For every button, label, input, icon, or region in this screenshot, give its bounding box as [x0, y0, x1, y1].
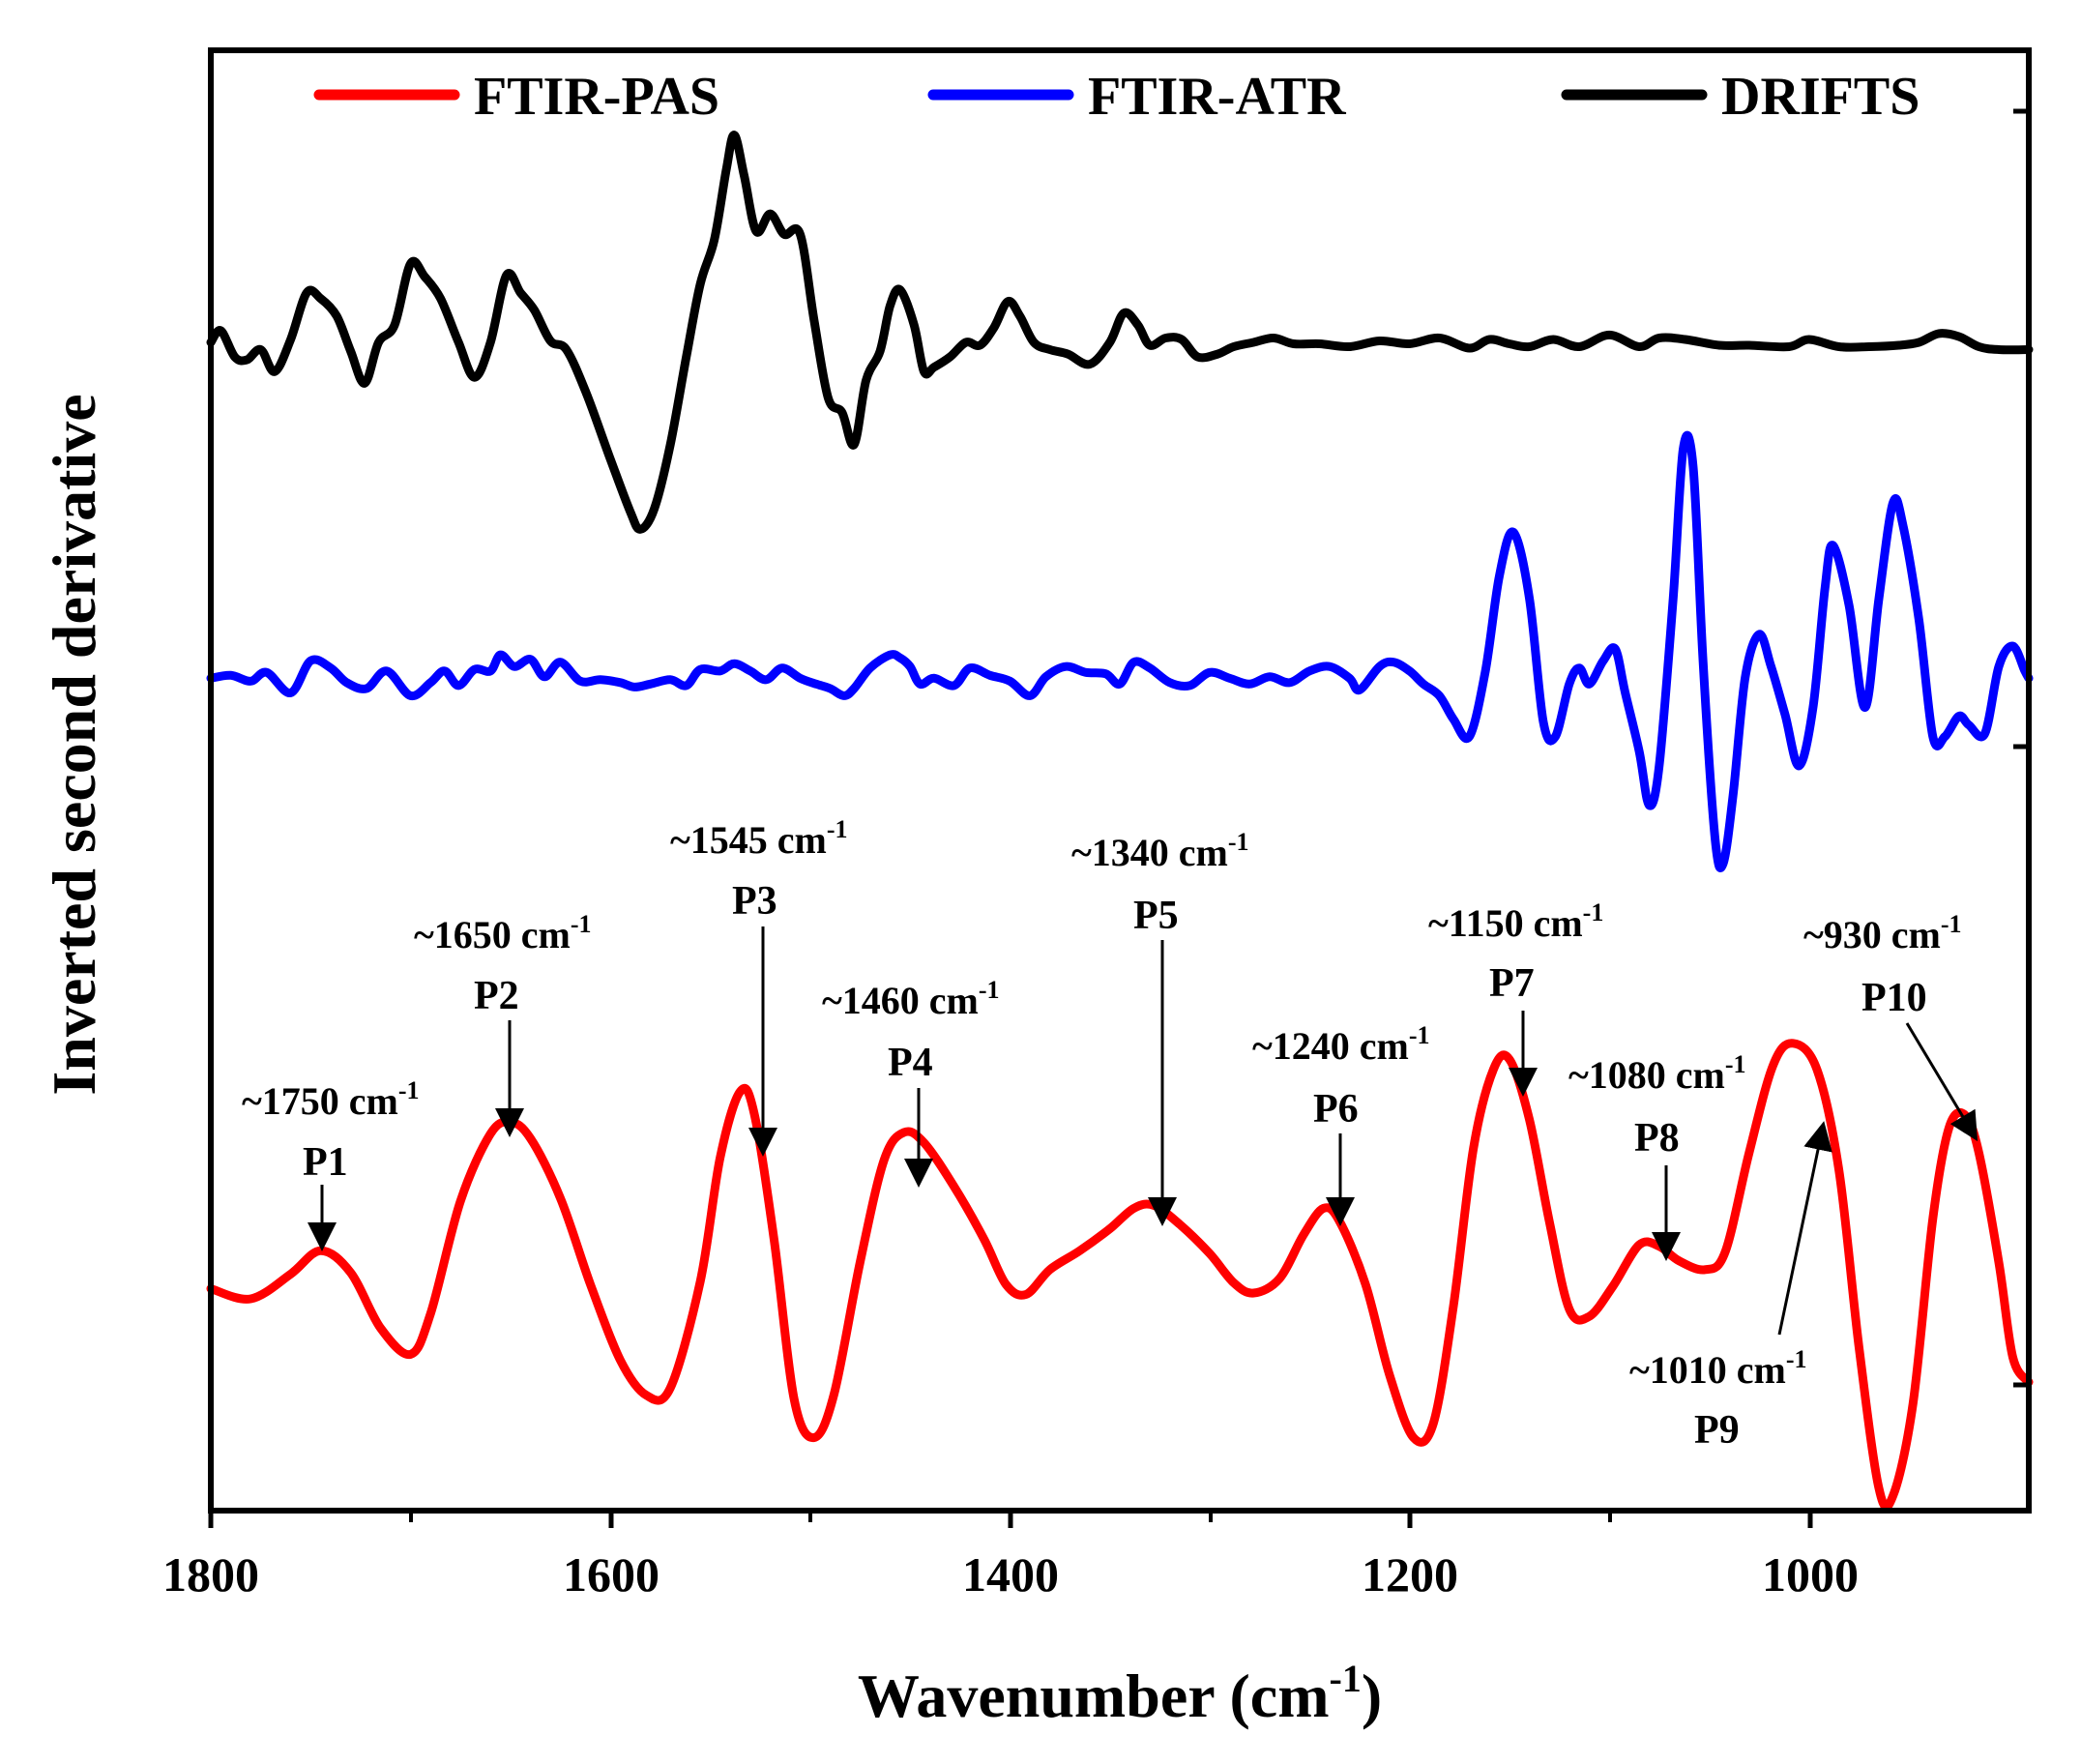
x-axis-title-close: ) [1362, 1661, 1382, 1730]
plot-series [206, 131, 2034, 1512]
annotation-p2-label: P2 [474, 974, 519, 1018]
legend: FTIR-PAS FTIR-ATR DRIFTS [313, 67, 1920, 127]
x-tick-label-1400: 1400 [962, 1547, 1059, 1602]
annotation-p4-wavenumber: ~1460 cm-1 [822, 976, 1000, 1022]
annotation-p9-arrow [1777, 1121, 1832, 1336]
annotation-p8: ~1080 cm-1 P8 [1568, 1050, 1746, 1261]
peak-annotations: ~1750 cm-1 P1 ~1650 cm-1 P2 ~1545 cm-1 P… [242, 815, 1978, 1453]
x-tick-label-1600: 1600 [563, 1547, 659, 1602]
x-axis-title-unit: (cm [1229, 1661, 1329, 1730]
annotation-p7-label: P7 [1489, 961, 1535, 1006]
annotation-p3-label: P3 [732, 879, 777, 924]
right-axis-ticks [2013, 108, 2029, 1388]
series-line-drifts [206, 131, 2034, 534]
annotation-p3-wavenumber: ~1545 cm-1 [670, 815, 848, 862]
annotation-p7-wavenumber: ~1150 cm-1 [1428, 898, 1603, 945]
annotation-p1-wavenumber: ~1750 cm-1 [242, 1076, 420, 1123]
annotation-p5: ~1340 cm-1 P5 [1071, 828, 1249, 1226]
annotation-p9-wavenumber: ~1010 cm-1 [1629, 1345, 1807, 1392]
annotation-p1: ~1750 cm-1 P1 [242, 1076, 420, 1251]
x-axis-title-main: Wavenumber [858, 1661, 1215, 1730]
x-axis-ticks [208, 1511, 1813, 1528]
x-axis-tick-labels: 1800 1600 1400 1200 1000 [162, 1547, 1859, 1602]
y-axis-title: Inverted second derivative [40, 394, 108, 1095]
annotation-p6-wavenumber: ~1240 cm-1 [1252, 1021, 1430, 1068]
annotation-p2-wavenumber: ~1650 cm-1 [414, 910, 592, 956]
annotation-p10-label: P10 [1861, 976, 1927, 1020]
legend-label-drifts: DRIFTS [1721, 67, 1920, 127]
x-axis-title-exp: -1 [1330, 1657, 1362, 1700]
x-tick-label-1800: 1800 [162, 1547, 259, 1602]
annotation-p4: ~1460 cm-1 P4 [822, 976, 1000, 1188]
annotation-p9: ~1010 cm-1 P9 [1629, 1121, 1832, 1453]
plot-frame [208, 47, 2032, 1514]
annotation-p4-label: P4 [888, 1041, 933, 1085]
x-axis-title: Wavenumber (cm-1) [858, 1657, 1382, 1730]
series-line-ftir-pas [206, 1039, 2034, 1512]
annotation-p8-wavenumber: ~1080 cm-1 [1568, 1050, 1746, 1097]
legend-entry-drifts: DRIFTS [1561, 67, 1920, 127]
annotation-p10: ~930 cm-1 P10 [1803, 910, 1978, 1142]
annotation-p3: ~1545 cm-1 P3 [670, 815, 848, 1157]
annotation-p5-label: P5 [1133, 894, 1179, 938]
annotation-p6-label: P6 [1313, 1087, 1359, 1132]
annotation-p2: ~1650 cm-1 P2 [414, 910, 592, 1137]
annotation-p8-label: P8 [1634, 1116, 1680, 1161]
annotation-p7: ~1150 cm-1 P7 [1428, 898, 1603, 1097]
annotation-p1-label: P1 [303, 1140, 348, 1185]
series-line-ftir-atr [206, 430, 2034, 872]
annotation-p6: ~1240 cm-1 P6 [1252, 1021, 1430, 1226]
x-tick-label-1000: 1000 [1762, 1547, 1859, 1602]
annotation-p10-arrow [1905, 1022, 1978, 1142]
legend-label-ftir-pas: FTIR-PAS [474, 67, 719, 127]
legend-entry-ftir-atr: FTIR-ATR [927, 67, 1346, 127]
legend-entry-ftir-pas: FTIR-PAS [313, 67, 719, 127]
legend-label-ftir-atr: FTIR-ATR [1088, 67, 1346, 127]
annotation-p5-wavenumber: ~1340 cm-1 [1071, 828, 1249, 874]
annotation-p9-label: P9 [1694, 1408, 1740, 1453]
x-tick-label-1200: 1200 [1362, 1547, 1458, 1602]
annotation-p10-wavenumber: ~930 cm-1 [1803, 910, 1962, 956]
